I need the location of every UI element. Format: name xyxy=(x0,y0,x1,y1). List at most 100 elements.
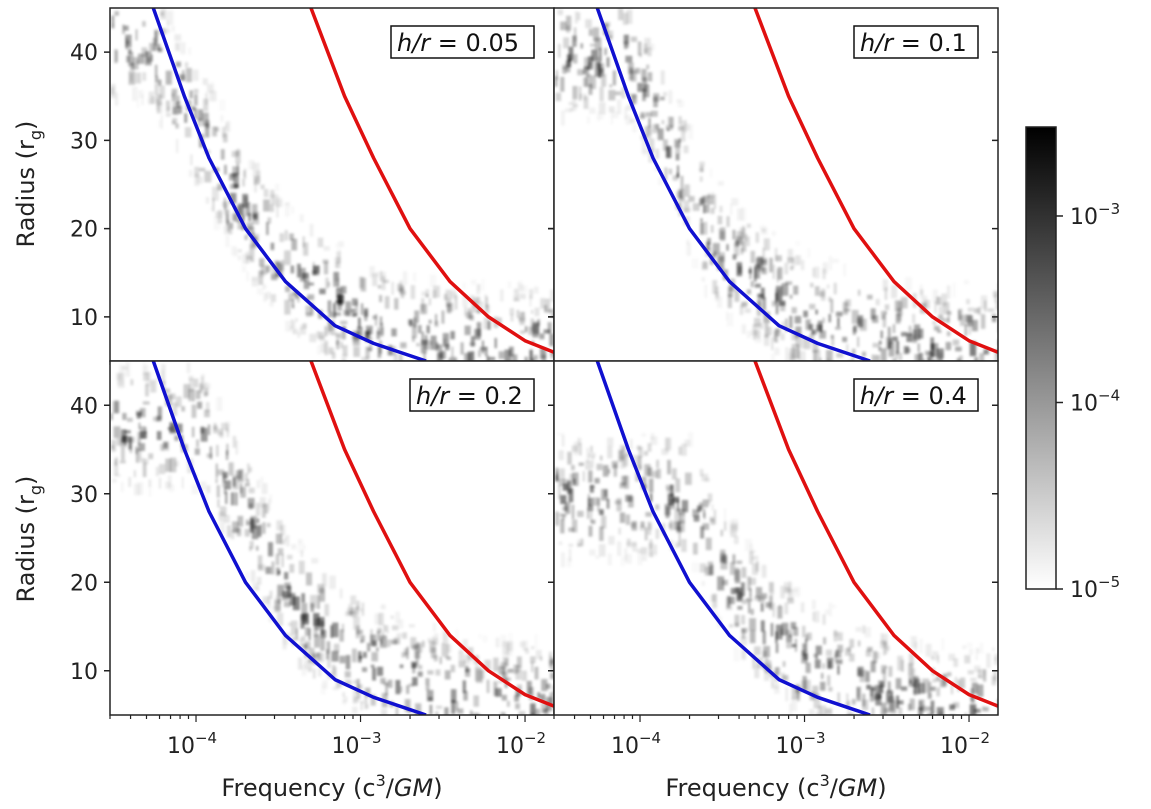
heatmap-cell xyxy=(825,649,833,657)
heatmap-cell xyxy=(455,701,459,711)
heatmap-cell xyxy=(435,705,443,709)
heatmap-cell xyxy=(438,344,443,359)
heatmap-cell xyxy=(847,646,852,653)
heatmap-cell xyxy=(324,603,329,617)
heatmap-cell xyxy=(815,712,819,715)
heatmap-cell xyxy=(445,289,453,299)
heatmap-cell xyxy=(133,483,141,496)
heatmap-cell xyxy=(764,658,769,674)
heatmap-cell xyxy=(460,342,464,355)
heatmap-cell xyxy=(297,657,303,670)
heatmap-cell xyxy=(342,345,348,357)
y-tick-label: 10 xyxy=(70,306,98,331)
heatmap-cell xyxy=(901,332,908,337)
heatmap-cell xyxy=(212,197,215,212)
heatmap-cell xyxy=(578,462,584,466)
heatmap-cell xyxy=(640,521,645,528)
heatmap-cell xyxy=(595,555,600,560)
heatmap-cell xyxy=(971,682,978,694)
heatmap-cell xyxy=(416,641,419,649)
heatmap-cell xyxy=(648,478,654,493)
heatmap-cell xyxy=(224,514,230,523)
heatmap-cell xyxy=(544,712,550,715)
heatmap-cell xyxy=(828,660,832,669)
x-tick-exponent: −2 xyxy=(968,729,990,747)
heatmap-cell xyxy=(672,496,680,503)
heatmap-cell xyxy=(740,247,744,255)
heatmap-cell xyxy=(849,653,855,662)
heatmap-cell xyxy=(312,652,320,658)
heatmap-cell xyxy=(897,700,904,705)
heatmap-cell xyxy=(247,497,255,509)
colorbar-tick-label: 10−4 xyxy=(1070,386,1120,416)
heatmap-cell xyxy=(139,426,146,439)
heatmap-cell xyxy=(791,307,797,314)
heatmap-cell xyxy=(782,675,789,681)
heatmap-cell xyxy=(865,650,872,657)
heatmap-cell xyxy=(650,432,655,440)
heatmap-cell xyxy=(435,342,439,352)
heatmap-cell xyxy=(540,694,546,702)
heatmap-cell xyxy=(216,396,223,411)
heatmap-cell xyxy=(586,447,590,463)
heatmap-cell xyxy=(626,9,633,24)
heatmap-cell xyxy=(311,557,319,564)
heatmap-cell xyxy=(171,25,175,32)
heatmap-cell xyxy=(598,102,606,115)
heatmap-cell xyxy=(355,300,359,316)
heatmap-cell xyxy=(204,170,212,183)
heatmap-cell xyxy=(969,704,977,715)
heatmap-cell xyxy=(703,204,710,213)
heatmap-cell xyxy=(764,322,769,338)
heatmap-cell xyxy=(932,678,937,683)
heatmap-cell xyxy=(399,280,403,294)
heatmap-cell xyxy=(851,355,855,361)
heatmap-cell xyxy=(116,372,122,381)
heatmap-cell xyxy=(242,178,245,187)
heatmap-cell xyxy=(922,358,926,361)
heatmap-cell xyxy=(143,362,147,374)
colorbar-tick-exponent: −3 xyxy=(1098,200,1120,218)
heatmap-cell xyxy=(352,313,357,317)
heatmap-cell xyxy=(833,631,839,637)
heatmap-cell xyxy=(158,79,162,86)
heatmap-cell xyxy=(788,703,793,715)
heatmap-cell xyxy=(350,308,356,313)
heatmap-cell xyxy=(933,325,940,331)
heatmap-cell xyxy=(558,479,565,487)
heatmap-cell xyxy=(260,477,264,483)
heatmap-cell xyxy=(508,346,514,357)
heatmap-cell xyxy=(932,289,938,303)
heatmap-cell xyxy=(919,638,923,654)
heatmap-cell xyxy=(681,499,689,513)
heatmap-cell xyxy=(506,700,510,707)
heatmap-cell xyxy=(225,491,228,504)
heatmap-cell xyxy=(785,281,793,285)
heatmap-cell xyxy=(717,256,725,271)
heatmap-cell xyxy=(464,353,471,361)
heatmap-cell xyxy=(824,609,830,615)
heatmap-cell xyxy=(872,342,880,348)
heatmap-cell xyxy=(269,301,274,307)
heatmap-cell xyxy=(362,651,367,658)
heatmap-cell xyxy=(435,314,438,326)
heatmap-cell xyxy=(236,148,240,156)
heatmap-cell xyxy=(597,116,604,119)
x-axis-label-gm: GM xyxy=(394,774,434,802)
heatmap-cell xyxy=(969,341,977,357)
heatmap-cell xyxy=(262,596,270,604)
heatmap-cell xyxy=(543,329,551,334)
heatmap-cell xyxy=(139,458,146,463)
y-axis-label: Radius (rg) xyxy=(12,476,45,603)
heatmap-cell xyxy=(835,326,841,330)
heatmap-cell xyxy=(265,566,272,575)
heatmap-cell xyxy=(269,204,274,212)
heatmap-cell xyxy=(699,468,704,477)
x-tick-exponent: −4 xyxy=(195,729,217,747)
heatmap-cell xyxy=(517,281,520,295)
heatmap-cell xyxy=(255,586,260,592)
heatmap-cell xyxy=(918,328,924,339)
heatmap-cell xyxy=(356,678,360,694)
heatmap-cell xyxy=(510,314,514,322)
x-axis-label-text: Frequency (c xyxy=(221,774,375,802)
